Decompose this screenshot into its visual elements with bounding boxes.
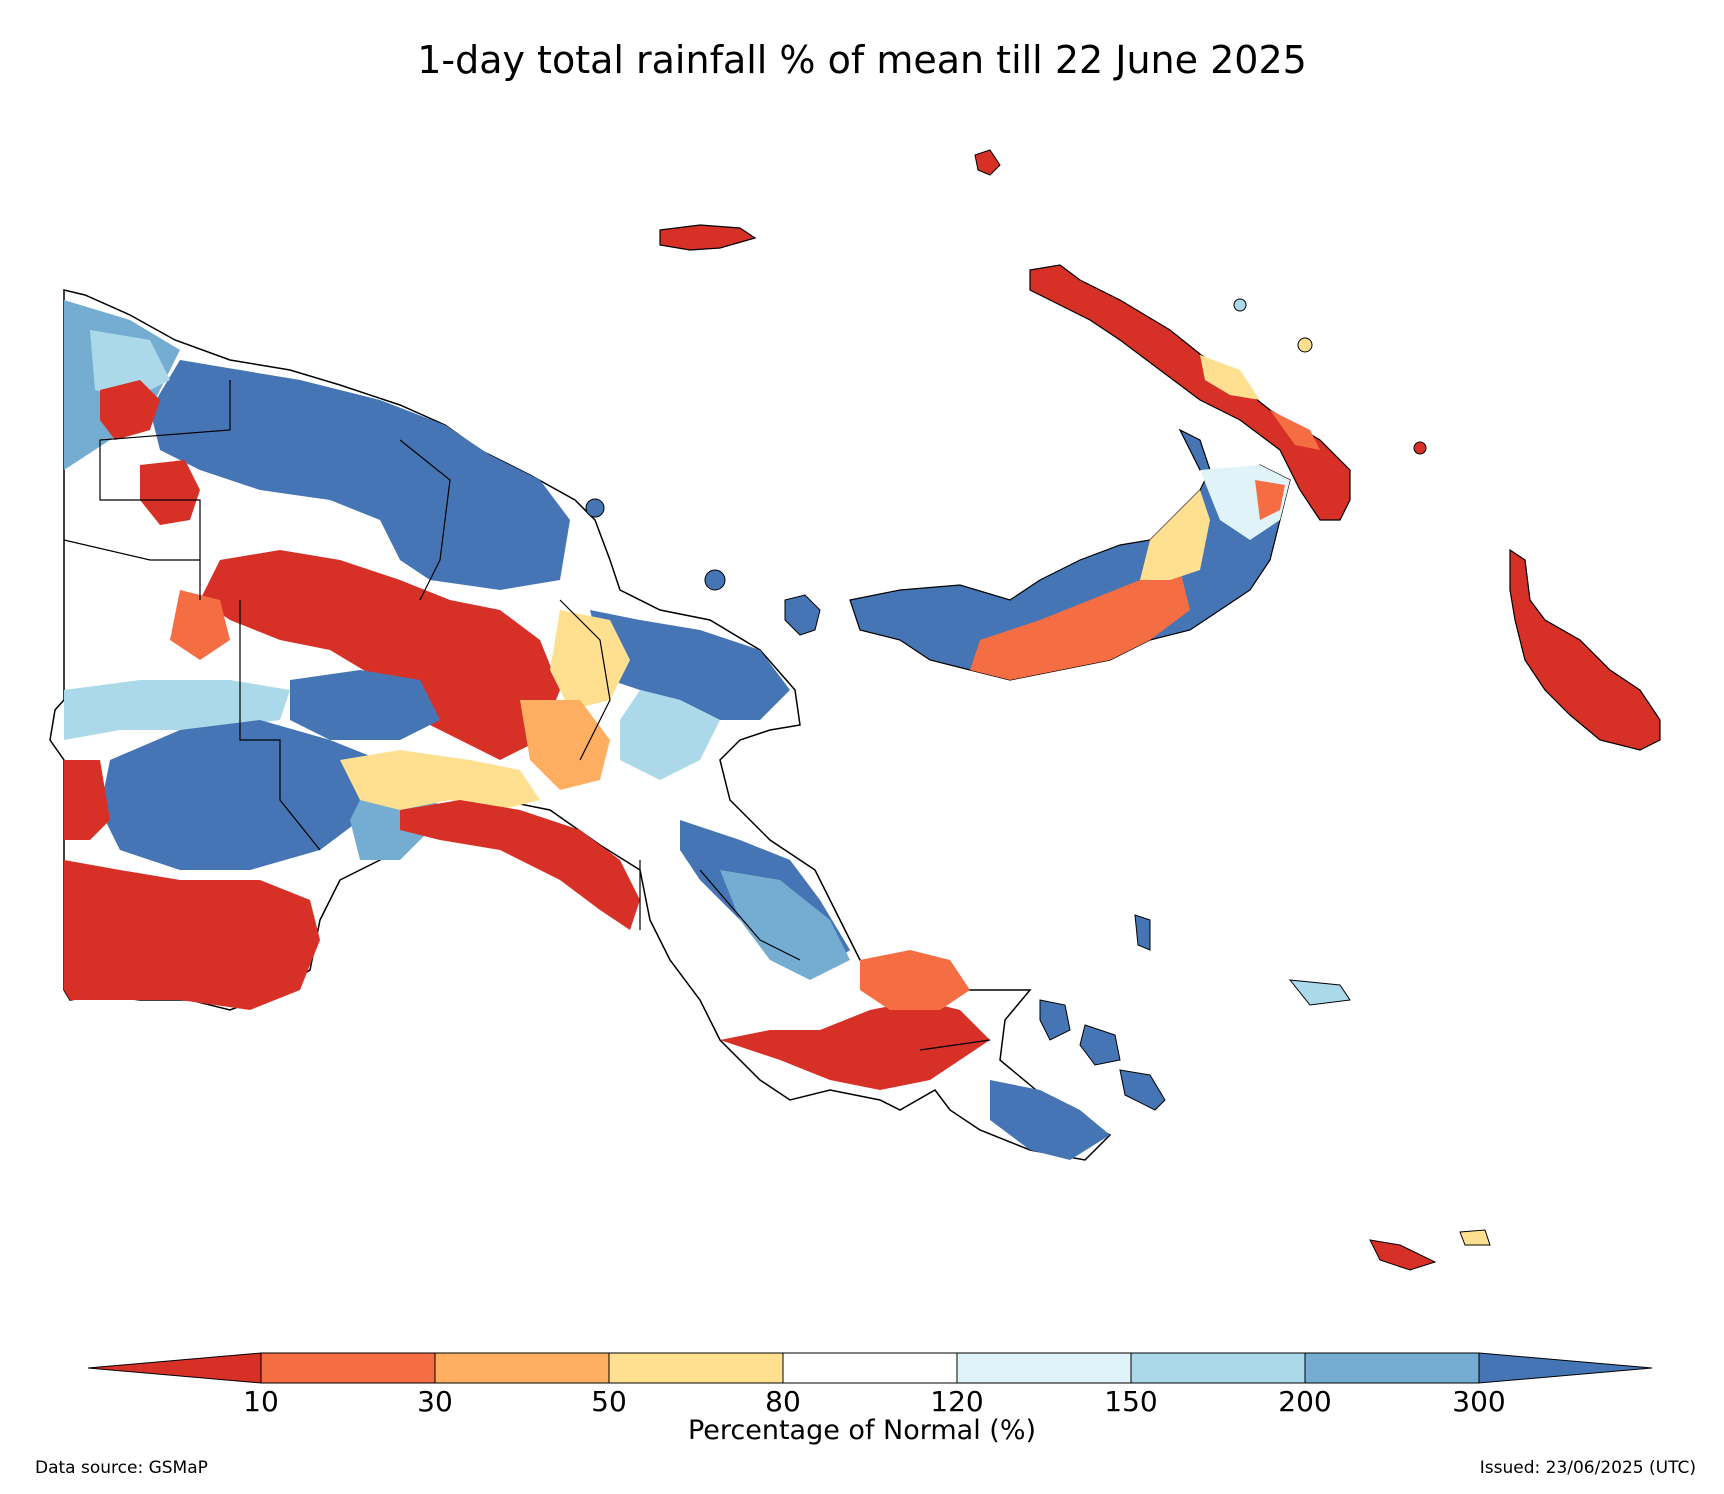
red-highlands	[200, 550, 560, 760]
colorbar-bin-150-200	[1130, 1352, 1306, 1384]
colorbar-bin-200-300	[1304, 1352, 1480, 1384]
colorbar-extend-high	[1478, 1352, 1653, 1384]
orange-highlands	[170, 590, 230, 660]
colorbar-bin-30-50	[434, 1352, 610, 1384]
red-gulf-coast	[400, 800, 640, 930]
red-southeast-coast	[720, 1000, 990, 1090]
colorbar-extend-low	[87, 1352, 262, 1384]
light-blue-southeast	[720, 870, 850, 980]
colorbar-tick-150: 150	[1104, 1385, 1158, 1418]
new-britain-yellow	[1140, 490, 1210, 580]
orange-highlands-2	[520, 700, 610, 790]
light-blue-madang	[620, 690, 720, 780]
red-region-west-edge	[64, 760, 110, 840]
orange-southeast	[860, 950, 970, 1010]
pale-blue-north	[90, 330, 170, 400]
colorbar-tick-80: 80	[765, 1385, 801, 1418]
rainfall-map	[49, 149, 1661, 1271]
red-region-southwest	[64, 860, 320, 1010]
new-ireland-orange	[1270, 410, 1320, 450]
issued-date: Issued: 23/06/2025 (UTC)	[1479, 1458, 1696, 1478]
data-source: Data source: GSMaP	[35, 1458, 208, 1478]
new-hanover	[974, 149, 1001, 176]
colorbar-tick-30: 30	[417, 1385, 453, 1418]
new-britain-orange	[970, 570, 1190, 680]
yellow-gulf	[340, 750, 540, 810]
map-title: 1-day total rainfall % of mean till 22 J…	[417, 38, 1307, 82]
colorbar-tick-300: 300	[1452, 1385, 1506, 1418]
colorbar-label: Percentage of Normal (%)	[687, 1415, 1037, 1446]
colorbar-bin-50-80	[608, 1352, 784, 1384]
colorbar-bin-80-120	[782, 1352, 958, 1384]
colorbar-tick-200: 200	[1278, 1385, 1332, 1418]
blue-milne-bay	[990, 1080, 1110, 1160]
red-blob-northwest	[100, 380, 160, 440]
blue-region-madang	[590, 610, 790, 720]
colorbar-bin-10-30	[260, 1352, 436, 1384]
colorbar-tick-50: 50	[591, 1385, 627, 1418]
dentrecasteaux-islands	[1039, 999, 1071, 1041]
red-blob-northwest-2	[140, 460, 200, 525]
new-ireland	[1029, 264, 1351, 521]
manus-island	[659, 224, 757, 251]
colorbar-bin-120-150	[956, 1352, 1132, 1384]
colorbar-tick-10: 10	[243, 1385, 279, 1418]
colorbar-tick-120: 120	[930, 1385, 984, 1418]
blue-band-central	[290, 670, 440, 740]
blue-region-north	[150, 360, 570, 590]
bougainville	[1509, 548, 1661, 751]
new-britain-red	[1255, 480, 1285, 520]
blue-region-southwest	[100, 720, 380, 870]
yellow-highlands	[550, 610, 630, 710]
new-ireland-yellow	[1200, 355, 1260, 400]
